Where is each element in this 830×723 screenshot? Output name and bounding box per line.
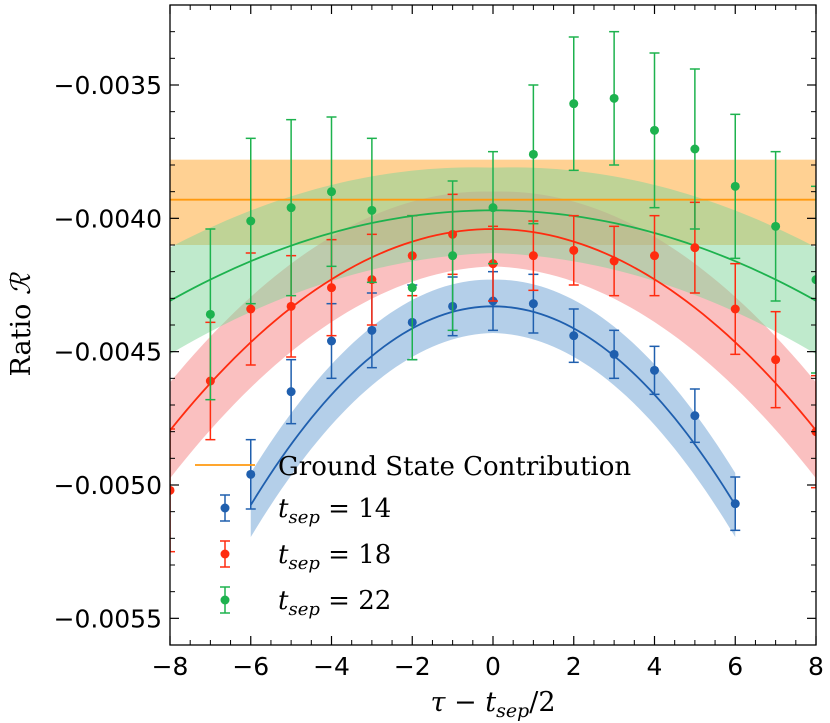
x-tick-label: −4 (313, 652, 350, 681)
x-tick-label: −6 (232, 652, 269, 681)
data-point-tsep-22 (609, 30, 620, 166)
marker (730, 499, 740, 509)
data-point-tsep-14 (689, 388, 700, 444)
marker (690, 411, 700, 421)
data-point-tsep-22 (568, 36, 579, 172)
legend-marker-tsep-14 (220, 503, 230, 513)
data-point-tsep-22 (245, 137, 256, 305)
legend-marker-tsep-22 (220, 595, 230, 605)
y-tick-label: −0.0035 (54, 71, 162, 100)
marker (286, 203, 296, 213)
legend: Ground State Contribution tsep = 14 tsep =… (195, 452, 631, 620)
data-point-tsep-22 (730, 113, 741, 260)
marker (205, 309, 215, 319)
data-point-tsep-18 (170, 428, 175, 553)
data-points (170, 30, 816, 553)
y-tick-label: −0.0050 (54, 471, 162, 500)
y-tick-label: −0.0045 (54, 338, 162, 367)
marker (650, 251, 659, 261)
data-point-tsep-22 (649, 52, 660, 209)
data-point-tsep-22 (326, 116, 337, 268)
legend-label-tsep-18: tsep = 18 (278, 540, 391, 574)
data-point-tsep-22 (488, 150, 498, 265)
marker (528, 299, 538, 309)
data-point-tsep-14 (245, 438, 256, 510)
marker (327, 336, 336, 346)
marker (367, 205, 377, 215)
marker (730, 181, 740, 191)
marker (650, 125, 659, 135)
marker (569, 99, 579, 109)
data-point-tsep-18 (770, 310, 781, 409)
marker (650, 365, 659, 375)
data-point-tsep-14 (649, 345, 660, 396)
marker (690, 144, 700, 154)
data-point-tsep-22 (689, 68, 700, 230)
marker (327, 187, 336, 197)
marker (488, 203, 498, 213)
data-point-tsep-18 (568, 214, 579, 286)
data-point-tsep-14 (609, 329, 620, 380)
data-point-tsep-22 (811, 185, 816, 374)
marker (811, 275, 816, 285)
marker (286, 301, 296, 311)
data-point-tsep-22 (366, 137, 377, 284)
marker (327, 283, 336, 293)
marker (771, 221, 781, 231)
marker (448, 251, 458, 261)
data-point-tsep-22 (205, 228, 216, 401)
x-tick-labels: −8 −6 −4 −2 0 2 4 6 8 (152, 652, 824, 681)
x-tick-label: −8 (152, 652, 189, 681)
y-tick-labels: −0.0035 −0.0040 −0.0045 −0.0050 −0.0055 (54, 71, 162, 633)
y-axis-label: Ratio ℛ (6, 271, 37, 376)
y-tick-label: −0.0055 (54, 604, 162, 633)
marker (246, 216, 256, 226)
marker (690, 243, 700, 253)
data-point-tsep-22 (286, 118, 297, 297)
data-point-tsep-18 (730, 262, 741, 356)
x-tick-label: 6 (727, 652, 743, 681)
legend-ground-state-label: Ground State Contribution (278, 452, 631, 482)
legend-label-tsep-14: tsep = 14 (278, 494, 391, 528)
x-tick-label: 0 (485, 652, 501, 681)
marker (609, 256, 619, 266)
x-axis-label: τ − tsep/2 (430, 687, 555, 722)
marker (569, 331, 579, 341)
marker (407, 283, 417, 293)
legend-label-tsep-22: tsep = 22 (278, 586, 391, 620)
marker (528, 251, 538, 261)
x-tick-label: 4 (647, 652, 663, 681)
data-point-tsep-18 (649, 214, 660, 297)
marker (609, 349, 619, 359)
marker (771, 355, 781, 365)
x-tick-label: 8 (808, 652, 824, 681)
x-tick-label: −2 (394, 652, 431, 681)
marker (730, 304, 740, 314)
data-point-tsep-14 (286, 358, 297, 425)
x-tick-label: 2 (566, 652, 582, 681)
marker (367, 325, 377, 335)
data-point-tsep-22 (528, 84, 539, 225)
data-point-tsep-22 (447, 180, 458, 332)
data-point-tsep-14 (568, 308, 579, 364)
marker (246, 469, 256, 479)
data-point-tsep-14 (730, 476, 741, 532)
marker (528, 149, 538, 159)
marker (246, 304, 256, 314)
y-tick-label: −0.0040 (54, 204, 162, 233)
marker (286, 387, 296, 397)
marker (569, 245, 579, 255)
legend-marker-tsep-18 (220, 549, 230, 559)
data-point-tsep-22 (770, 150, 781, 302)
data-point-tsep-22 (407, 214, 418, 361)
data-point-tsep-18 (609, 225, 620, 297)
marker (170, 485, 175, 495)
marker (609, 93, 619, 103)
axis-ticks (169, 4, 817, 645)
